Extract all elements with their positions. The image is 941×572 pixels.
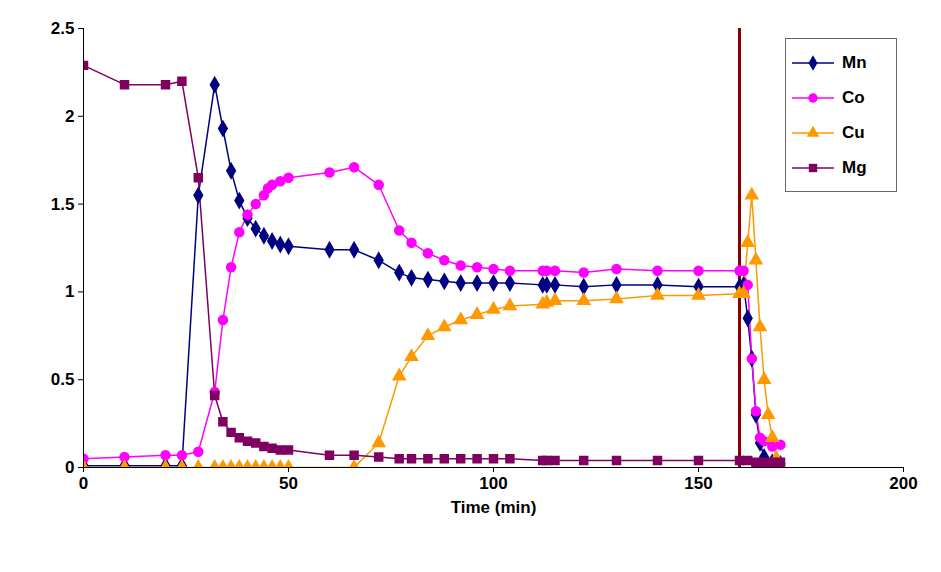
svg-text:Time (min): Time (min)	[451, 498, 537, 517]
html-text:Co: Co	[842, 87, 865, 107]
svg-text:2.5: 2.5	[51, 19, 75, 38]
html-text:Mn: Mn	[842, 52, 867, 72]
svg-text:200: 200	[889, 474, 917, 493]
svg-text:150: 150	[684, 474, 712, 493]
html-text:Cu: Cu	[842, 122, 865, 142]
svg-text:0: 0	[79, 474, 88, 493]
svg-text:50: 50	[279, 474, 298, 493]
svg-text:1: 1	[65, 282, 74, 301]
svg-text:2: 2	[65, 107, 74, 126]
svg-text:1.5: 1.5	[51, 195, 75, 214]
svg-text:0: 0	[65, 458, 74, 477]
svg-text:0.5: 0.5	[51, 370, 75, 389]
html-text:Mg: Mg	[842, 157, 867, 177]
svg-text:100: 100	[479, 474, 507, 493]
